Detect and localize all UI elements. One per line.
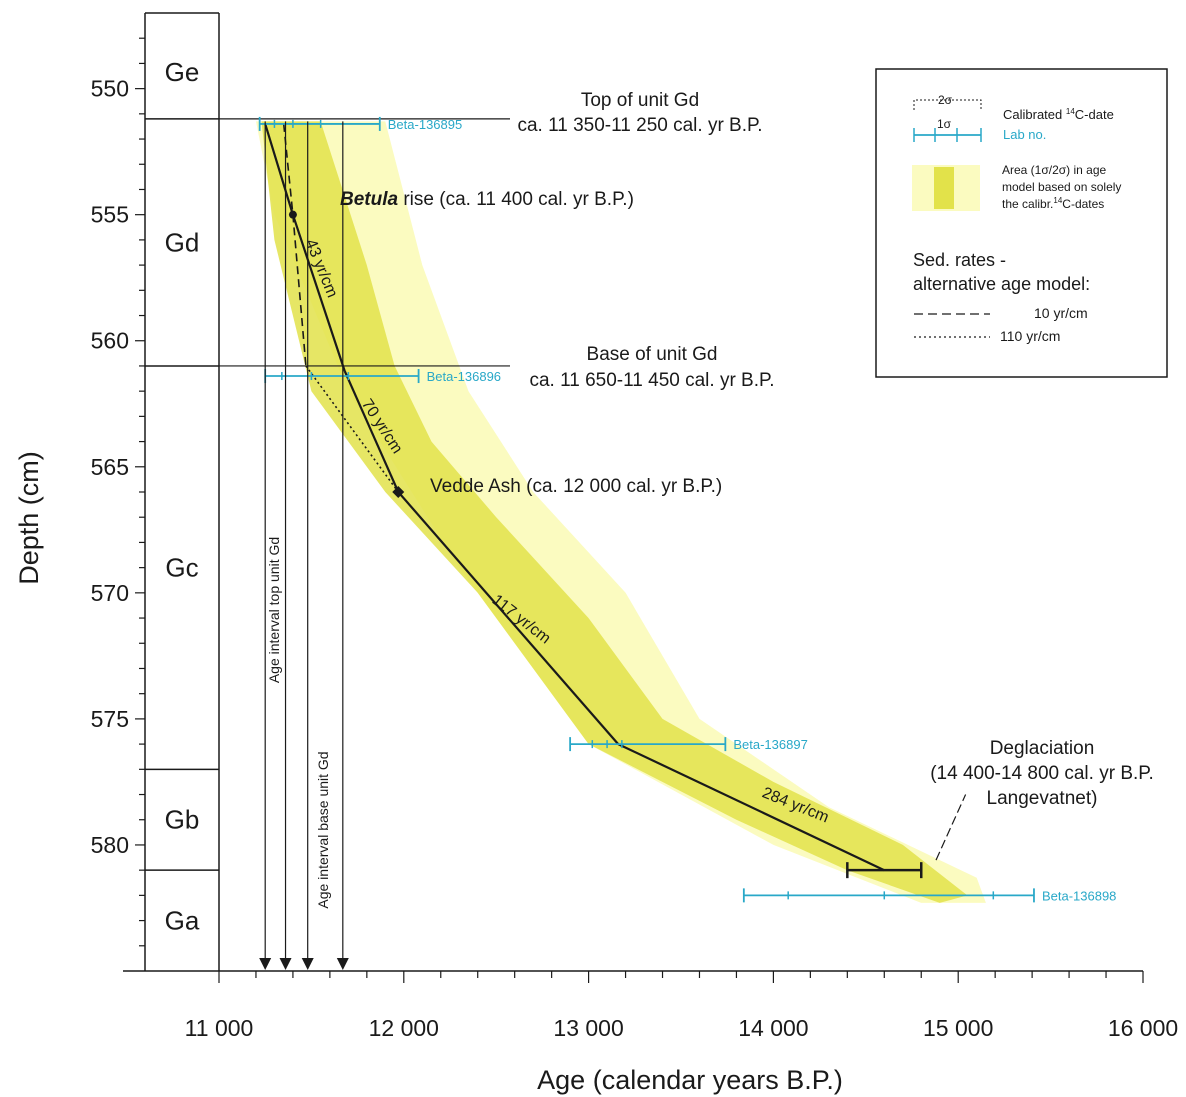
date-lab-number: Beta-136895 xyxy=(388,117,462,132)
lithostratigraphic-units: Ge Gd Gc Gb Ga xyxy=(144,12,219,971)
date-lab-number: Beta-136896 xyxy=(427,369,501,384)
series-line xyxy=(397,491,620,745)
series-line xyxy=(617,743,885,872)
arrow-head xyxy=(279,958,292,970)
envelope-1sigma xyxy=(261,121,968,903)
legend-area-line-2: model based on solely xyxy=(1002,180,1121,194)
envelope-2sigma xyxy=(256,121,986,903)
age-model-envelope xyxy=(256,121,986,903)
arrow-head xyxy=(301,958,314,970)
deglaciation-title: Deglaciation xyxy=(990,738,1095,759)
x-tick-label: 11 000 xyxy=(185,1015,254,1041)
age-interval-top-label: Age interval top unit Gd xyxy=(266,537,282,683)
unit-label: Gc xyxy=(165,553,198,583)
y-tick-label: 555 xyxy=(91,202,129,228)
series-line xyxy=(305,365,399,493)
legend-dotted-label: 110 yr/cm xyxy=(1000,328,1060,344)
x-tick-label: 13 000 xyxy=(553,1015,623,1041)
unit-label: Ge xyxy=(165,57,200,87)
x-tick-label: 12 000 xyxy=(369,1015,439,1041)
unit-label: Gb xyxy=(165,805,200,835)
deglaciation-leader xyxy=(935,794,967,861)
betula-rise-point xyxy=(288,210,297,219)
legend-calibrated-label: Calibrated 14C-date xyxy=(1003,107,1114,122)
date-lab-number: Beta-136898 xyxy=(1042,888,1116,903)
vedde-ash-label: Vedde Ash (ca. 12 000 cal. yr B.P.) xyxy=(430,476,722,497)
base-unit-gd-age: ca. 11 650-11 450 cal. yr B.P. xyxy=(529,370,774,391)
deglaciation-age: (14 400-14 800 cal. yr B.P. xyxy=(930,763,1154,784)
legend: 2σ 1σ Calibrated 14C-date Lab no. Area (1σ/2… xyxy=(875,68,1168,378)
unit-label: Gd xyxy=(165,227,200,257)
annotations: Top of unit Gd ca. 11 350-11 250 cal. yr … xyxy=(259,90,1154,970)
y-tick-label: 580 xyxy=(91,832,129,858)
radiocarbon-dates: Beta-136895 Beta-136896 Beta-136897 Beta-13… xyxy=(258,116,1116,903)
legend-area-line-1: Area (1σ/2σ) in age xyxy=(1002,163,1107,177)
axes: 11 000 12 000 13 000 14 000 15 000 16 000 550 5… xyxy=(91,13,1178,1041)
y-tick-label: 575 xyxy=(91,706,129,732)
legend-1sigma-label: 1σ xyxy=(937,117,952,131)
x-tick-label: 15 000 xyxy=(923,1015,993,1041)
legend-2sigma-label: 2σ xyxy=(938,93,953,107)
arrow-head xyxy=(259,958,272,970)
deglaciation-source: Langevatnet) xyxy=(987,788,1098,809)
unit-label: Ga xyxy=(165,906,200,936)
legend-dashed-label: 10 yr/cm xyxy=(1034,305,1088,321)
y-axis-label: Depth (cm) xyxy=(14,451,44,585)
legend-area-line-3: the calibr.14C-dates xyxy=(1002,196,1104,211)
age-interval-base-label: Age interval base unit Gd xyxy=(315,751,331,908)
vedde-ash-point xyxy=(392,486,405,498)
legend-box xyxy=(875,68,1168,378)
base-unit-gd-title: Base of unit Gd xyxy=(587,344,718,365)
x-tick-label: 16 000 xyxy=(1108,1015,1178,1041)
legend-swatch-1sigma xyxy=(934,167,954,209)
top-unit-gd-age: ca. 11 350-11 250 cal. yr B.P. xyxy=(517,115,762,136)
y-tick-label: 560 xyxy=(91,328,129,354)
legend-sed-rates-title: Sed. rates - xyxy=(913,250,1006,270)
y-tick-label: 565 xyxy=(91,454,129,480)
x-axis-label: Age (calendar years B.P.) xyxy=(537,1065,843,1095)
betula-rise-label: Betula rise (ca. 11 400 cal. yr B.P.) xyxy=(340,189,634,210)
arrow-head xyxy=(336,958,349,970)
y-tick-label: 570 xyxy=(91,580,129,606)
top-unit-gd-title: Top of unit Gd xyxy=(581,90,699,111)
legend-lab-no-label: Lab no. xyxy=(1003,127,1046,142)
series-line xyxy=(343,370,400,493)
y-tick-label: 550 xyxy=(91,76,129,102)
x-tick-label: 14 000 xyxy=(738,1015,808,1041)
legend-sed-rates-subtitle: alternative age model: xyxy=(913,274,1090,294)
legend-2sigma-bracket xyxy=(913,99,982,110)
date-lab-number: Beta-136897 xyxy=(733,737,807,752)
